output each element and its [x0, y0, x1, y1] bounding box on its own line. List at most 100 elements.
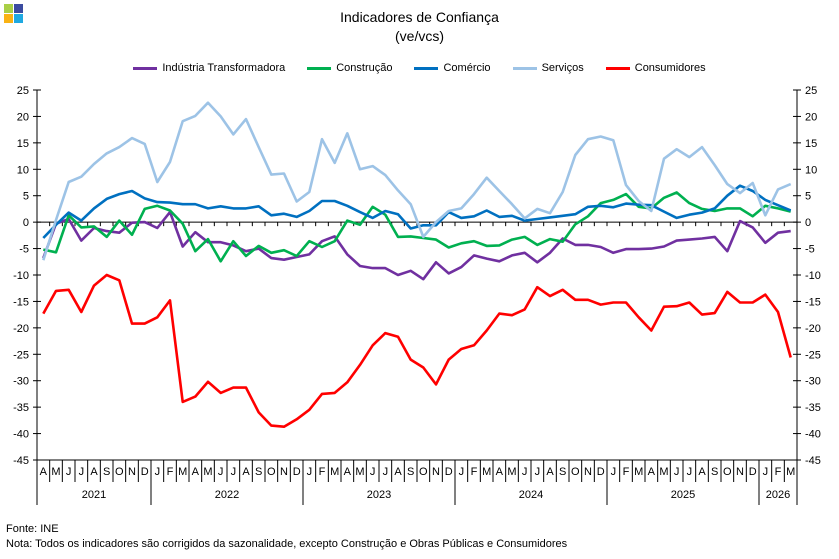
legend-item: Consumidores	[605, 62, 706, 74]
y-tick-label-left: 0	[23, 217, 29, 229]
legend-label: Comércio	[443, 62, 491, 74]
y-tick-label-left: 20	[17, 111, 29, 123]
legend-swatch	[512, 66, 537, 70]
year-label: 2025	[671, 489, 695, 501]
month-label: N	[584, 466, 592, 478]
y-tick-label-left: 15	[17, 138, 29, 150]
y-tick-label-left: 5	[23, 191, 29, 203]
y-tick-label-right: -25	[805, 349, 821, 361]
month-label: S	[407, 466, 414, 478]
month-label: O	[115, 466, 124, 478]
month-label: J	[231, 466, 237, 478]
month-label: F	[775, 466, 782, 478]
month-label: A	[40, 466, 48, 478]
y-tick-label-left: -45	[13, 455, 29, 467]
month-label: A	[648, 466, 656, 478]
logo-icon	[4, 4, 25, 25]
y-tick-label-left: -30	[13, 376, 29, 388]
legend-swatch	[414, 66, 439, 70]
legend-item: Comércio	[414, 62, 491, 74]
month-label: F	[471, 466, 478, 478]
month-label: N	[736, 466, 744, 478]
month-label: J	[763, 466, 769, 478]
legend-label: Construção	[336, 62, 393, 74]
month-label: O	[571, 466, 580, 478]
y-tick-label-right: 25	[805, 85, 817, 97]
y-tick-label-right: -40	[805, 429, 821, 441]
legend: Indústria Transformadora Construção Comérc…	[0, 62, 839, 74]
legend-label: Serviços	[541, 62, 584, 74]
month-label: J	[611, 466, 617, 478]
month-label: A	[698, 466, 706, 478]
y-tick-label-right: 10	[805, 164, 817, 176]
source-note: Fonte: INE	[6, 523, 59, 535]
month-label: A	[546, 466, 554, 478]
legend-swatch	[605, 66, 630, 70]
y-tick-label-left: -25	[13, 349, 29, 361]
series-line-industria-transformadora	[42, 210, 791, 281]
month-label: A	[394, 466, 402, 478]
month-label: M	[482, 466, 491, 478]
month-label: J	[459, 466, 465, 478]
month-label: A	[192, 466, 200, 478]
month-label: M	[355, 466, 364, 478]
series-line-construcao	[43, 191, 792, 263]
legend-item: Construção	[307, 62, 392, 74]
month-label: J	[79, 466, 85, 478]
month-label: M	[330, 466, 339, 478]
month-label: J	[66, 466, 72, 478]
year-label: 2023	[367, 489, 391, 501]
y-tick-label-right: -5	[805, 244, 815, 256]
month-label: J	[687, 466, 693, 478]
month-label: N	[432, 466, 440, 478]
y-tick-label-right: -20	[805, 323, 821, 335]
y-tick-label-right: 20	[805, 111, 817, 123]
month-label: S	[559, 466, 566, 478]
month-label: O	[267, 466, 276, 478]
month-label: D	[749, 466, 757, 478]
legend-swatch	[307, 66, 332, 70]
legend-item: Serviços	[512, 62, 584, 74]
y-tick-label-right: -15	[805, 296, 821, 308]
month-label: S	[103, 466, 110, 478]
month-label: A	[242, 466, 250, 478]
y-tick-label-right: -30	[805, 376, 821, 388]
month-label: D	[597, 466, 605, 478]
month-label: N	[280, 466, 288, 478]
month-label: S	[711, 466, 718, 478]
y-tick-label-right: -45	[805, 455, 821, 467]
year-label: 2022	[215, 489, 239, 501]
y-tick-label-left: -10	[13, 270, 29, 282]
month-label: A	[344, 466, 352, 478]
month-label: D	[293, 466, 301, 478]
y-tick-label-right: -35	[805, 402, 821, 414]
month-label: N	[128, 466, 136, 478]
legend-item: Indústria Transformadora	[133, 62, 285, 74]
month-label: F	[623, 466, 630, 478]
month-label: O	[723, 466, 732, 478]
month-label: D	[445, 466, 453, 478]
year-label: 2024	[519, 489, 543, 501]
legend-label: Indústria Transformadora	[162, 62, 286, 74]
month-label: A	[496, 466, 504, 478]
year-label: 2026	[766, 489, 790, 501]
y-tick-label-left: 25	[17, 85, 29, 97]
month-label: J	[307, 466, 313, 478]
month-label: M	[659, 466, 668, 478]
month-label: M	[51, 466, 60, 478]
y-tick-label-right: 15	[805, 138, 817, 150]
month-label: M	[786, 466, 795, 478]
month-label: J	[370, 466, 376, 478]
month-label: F	[319, 466, 326, 478]
y-tick-label-left: -40	[13, 429, 29, 441]
y-tick-label-right: 0	[805, 217, 811, 229]
footnote: Nota: Todos os indicadores são corrigido…	[6, 538, 568, 550]
year-label: 2021	[82, 489, 106, 501]
month-label: S	[255, 466, 262, 478]
month-label: J	[383, 466, 389, 478]
series-line-servicos	[42, 101, 792, 261]
month-label: M	[203, 466, 212, 478]
month-label: J	[155, 466, 161, 478]
series-line-comercio	[42, 184, 792, 239]
